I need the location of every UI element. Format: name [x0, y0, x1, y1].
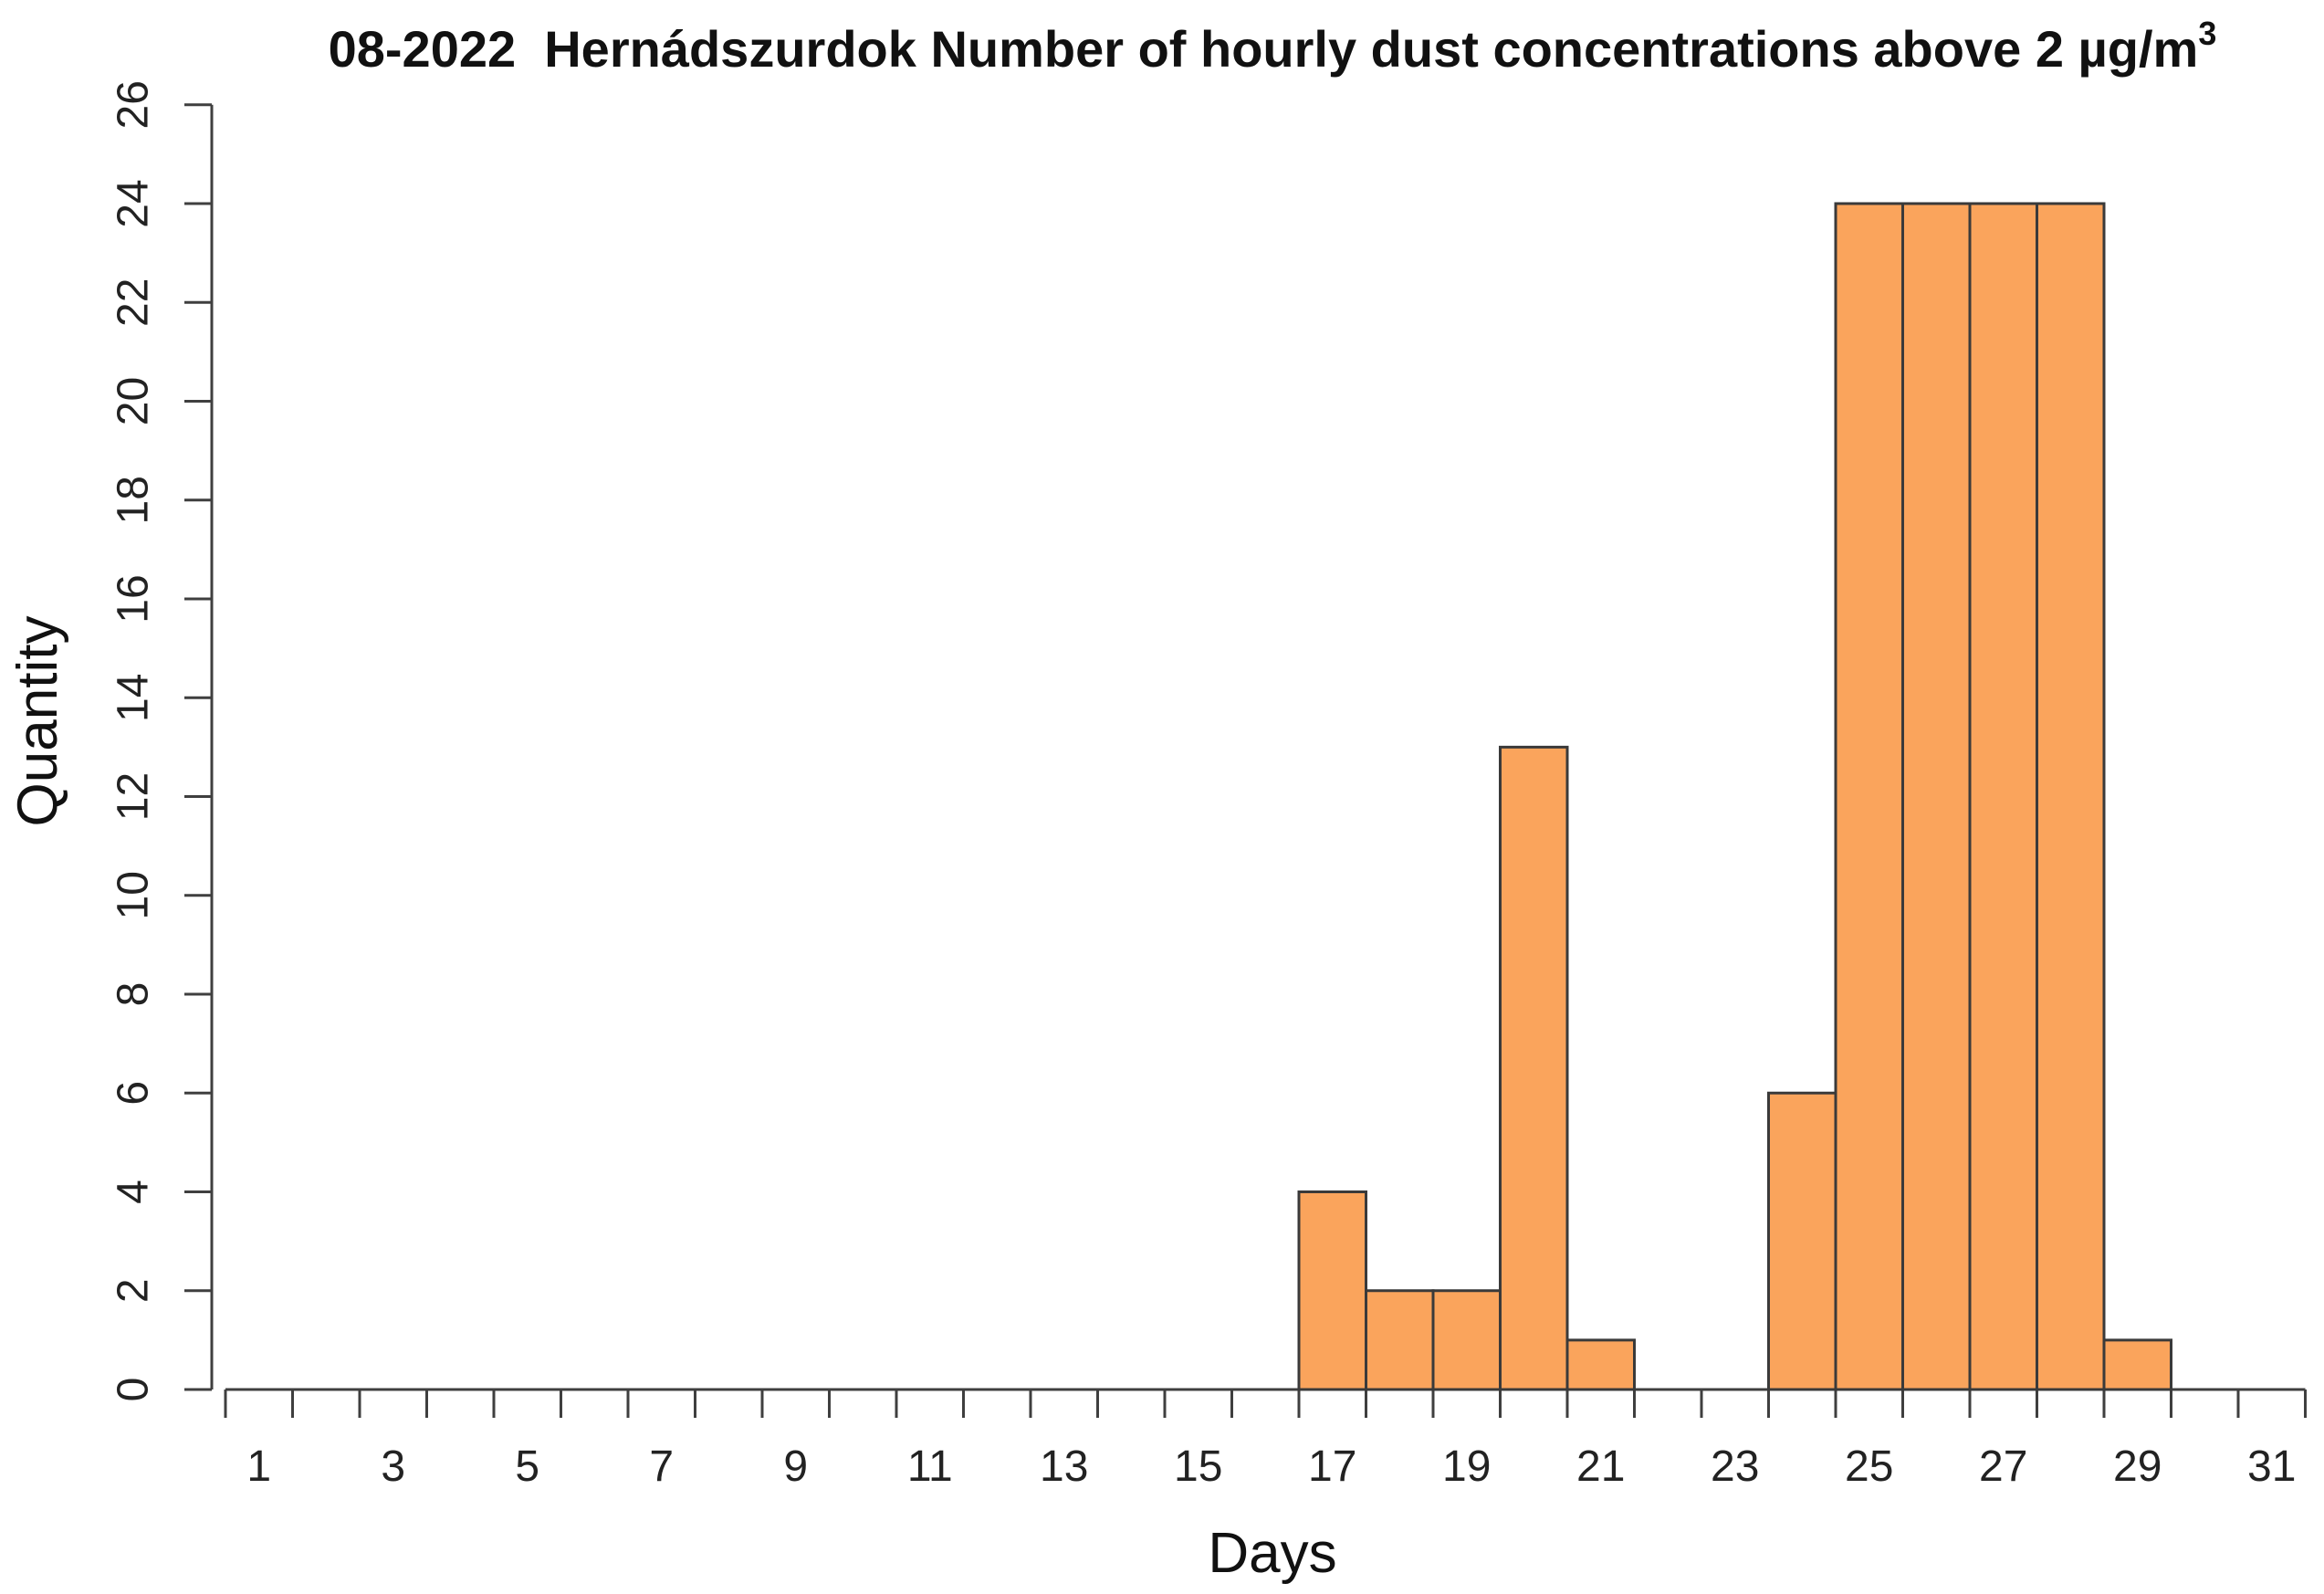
y-tick-label-2: 2: [110, 1278, 158, 1303]
y-tick-label-4: 4: [110, 1180, 158, 1204]
y-tick-label-26: 26: [110, 80, 158, 129]
chart-title-superscript: 3: [2198, 15, 2216, 52]
y-tick-label-18: 18: [110, 476, 158, 524]
bar-day-20: [1499, 745, 1569, 1391]
chart-title-main: 08-2022 Hernádszurdok Number of hourly d…: [329, 20, 2199, 78]
y-tick-label-0: 0: [110, 1378, 158, 1402]
bar-day-27: [1968, 202, 2038, 1391]
x-tick-label-23: 23: [1711, 1442, 1759, 1491]
x-tick-label-1: 1: [246, 1442, 271, 1491]
x-axis-title: Days: [1208, 1522, 1336, 1585]
x-tick-label-27: 27: [1979, 1442, 2027, 1491]
y-tick-label-20: 20: [110, 377, 158, 425]
x-tick-label-21: 21: [1576, 1442, 1625, 1491]
chart-title: 08-2022 Hernádszurdok Number of hourly d…: [329, 15, 2217, 78]
bar-day-19: [1431, 1289, 1502, 1391]
y-axis-title: Quantity: [6, 616, 69, 827]
x-tick-label-19: 19: [1442, 1442, 1491, 1491]
bar-day-29: [2102, 1338, 2172, 1391]
x-tick-label-5: 5: [515, 1442, 539, 1491]
bar-day-28: [2036, 202, 2106, 1391]
bar-day-26: [1901, 202, 1972, 1391]
x-tick-label-3: 3: [381, 1442, 405, 1491]
y-tick-label-14: 14: [110, 674, 158, 722]
y-tick-label-22: 22: [110, 278, 158, 327]
bar-day-21: [1565, 1338, 1636, 1391]
bar-day-25: [1834, 202, 1904, 1391]
x-tick-label-13: 13: [1040, 1442, 1088, 1491]
x-tick-label-9: 9: [783, 1442, 808, 1491]
x-tick-label-17: 17: [1308, 1442, 1356, 1491]
y-tick-label-12: 12: [110, 772, 158, 821]
y-tick-label-6: 6: [110, 1081, 158, 1106]
y-tick-label-16: 16: [110, 574, 158, 623]
x-tick-label-7: 7: [649, 1442, 674, 1491]
x-tick-label-31: 31: [2247, 1442, 2296, 1491]
x-tick-label-25: 25: [1845, 1442, 1893, 1491]
bar-day-17: [1297, 1190, 1367, 1391]
x-tick-label-15: 15: [1174, 1442, 1222, 1491]
bar-day-24: [1767, 1091, 1837, 1391]
y-tick-label-24: 24: [110, 179, 158, 227]
y-tick-label-8: 8: [110, 982, 158, 1007]
y-tick-label-10: 10: [110, 871, 158, 919]
x-tick-label-11: 11: [907, 1442, 953, 1491]
x-tick-label-29: 29: [2113, 1442, 2162, 1491]
bar-day-18: [1365, 1289, 1435, 1391]
